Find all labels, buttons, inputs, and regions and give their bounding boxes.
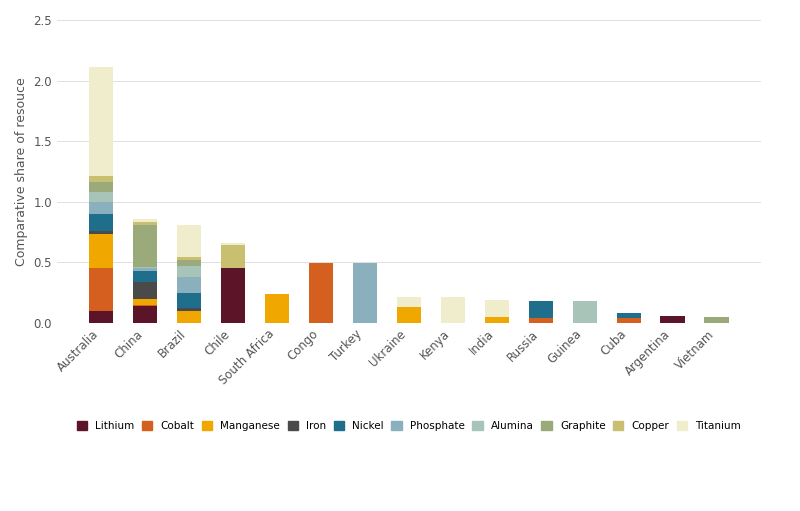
Bar [705,317,729,323]
Bar [133,282,157,298]
Bar [89,182,113,192]
Bar [133,298,157,305]
Bar [397,297,421,307]
Bar [89,311,113,323]
Bar [89,231,113,235]
Bar [89,67,113,176]
Bar [177,266,201,277]
Bar [89,214,113,231]
Bar [133,225,157,267]
Bar [397,307,421,323]
Bar [133,219,157,222]
Bar [177,260,201,266]
Bar [133,222,157,225]
Bar [177,292,201,308]
Bar [485,317,509,323]
Bar [221,268,245,323]
Bar [617,318,641,323]
Bar [441,297,465,323]
Bar [177,225,201,258]
Bar [133,271,157,282]
Bar [177,308,201,311]
Bar [89,176,113,182]
Bar [573,301,597,323]
Bar [133,306,157,323]
Bar [309,264,333,323]
Bar [661,316,685,323]
Bar [529,318,553,323]
Bar [89,235,113,268]
Bar [89,202,113,214]
Bar [177,277,201,292]
Bar [133,305,157,306]
Bar [133,267,157,268]
Bar [133,268,157,271]
Bar [353,264,377,323]
Bar [485,300,509,317]
Bar [265,294,289,323]
Legend: Lithium, Cobalt, Manganese, Iron, Nickel, Phosphate, Alumina, Graphite, Copper, : Lithium, Cobalt, Manganese, Iron, Nickel… [74,419,743,433]
Bar [221,245,245,268]
Bar [177,258,201,260]
Bar [221,243,245,245]
Bar [89,192,113,202]
Bar [617,313,641,318]
Y-axis label: Comparative share of resouce: Comparative share of resouce [15,77,28,266]
Bar [89,268,113,311]
Bar [529,301,553,318]
Bar [177,311,201,323]
